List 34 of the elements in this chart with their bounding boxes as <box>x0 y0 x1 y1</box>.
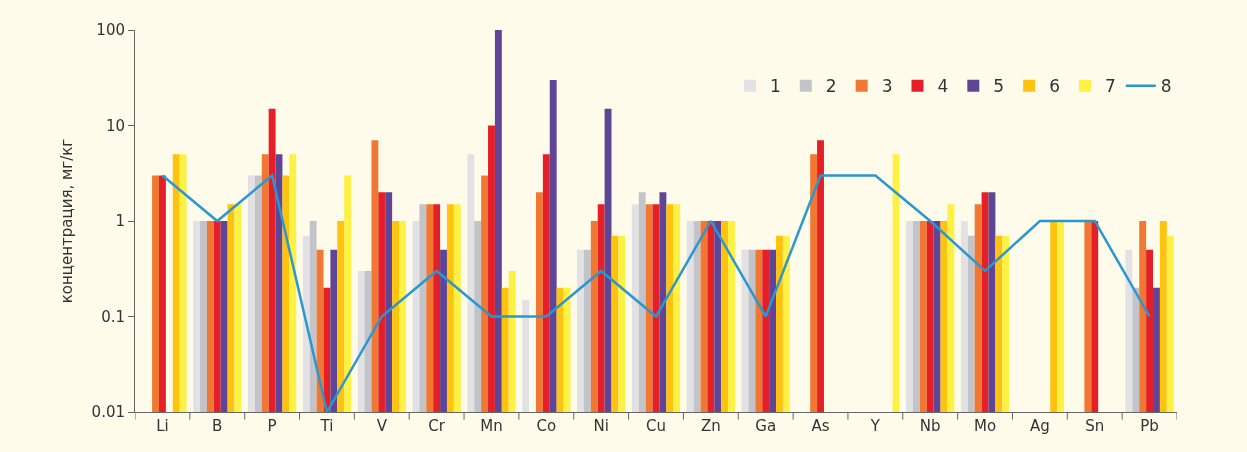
x-tick-label: Ti <box>319 417 334 435</box>
x-tick-label: V <box>376 417 388 435</box>
legend-label: 1 <box>770 76 781 97</box>
x-tick-label: Mn <box>480 417 503 435</box>
x-tick-label: Zn <box>700 417 721 435</box>
x-tick-label: P <box>267 417 277 435</box>
y-tick-label: 0.01 <box>91 403 125 422</box>
legend-label: 5 <box>993 76 1005 97</box>
x-tick-label: Ag <box>1029 417 1050 435</box>
x-tick-label: Sn <box>1085 417 1105 435</box>
x-tick-label: Y <box>869 417 881 435</box>
x-tick-label: Nb <box>919 417 941 435</box>
legend-label: 3 <box>881 76 893 97</box>
x-tick-label: Li <box>156 417 169 435</box>
x-tick-label: Co <box>536 417 557 435</box>
legend-label: 6 <box>1049 76 1060 97</box>
x-tick-label: Ga <box>755 417 777 435</box>
y-tick-label: 1 <box>115 212 125 231</box>
x-tick-label: Pb <box>1140 417 1159 435</box>
x-tick-label: As <box>811 417 830 435</box>
legend-label: 8 <box>1160 76 1172 97</box>
legend-label: 2 <box>825 76 837 97</box>
y-axis-title: концентрация, мг/кг <box>57 138 76 304</box>
line-series <box>161 174 1151 412</box>
y-tick-label: 0.1 <box>101 307 125 326</box>
x-tick-label: B <box>212 417 223 435</box>
legend-label: 7 <box>1104 76 1116 97</box>
legend-label: 4 <box>937 76 949 97</box>
x-tick-label: Ni <box>593 417 609 435</box>
y-tick-label: 100 <box>96 21 125 40</box>
x-tick-label: Cr <box>428 417 446 435</box>
x-tick-label: Mo <box>973 417 997 435</box>
y-tick-label: 10 <box>105 116 125 135</box>
x-tick-label: Cu <box>646 417 666 435</box>
